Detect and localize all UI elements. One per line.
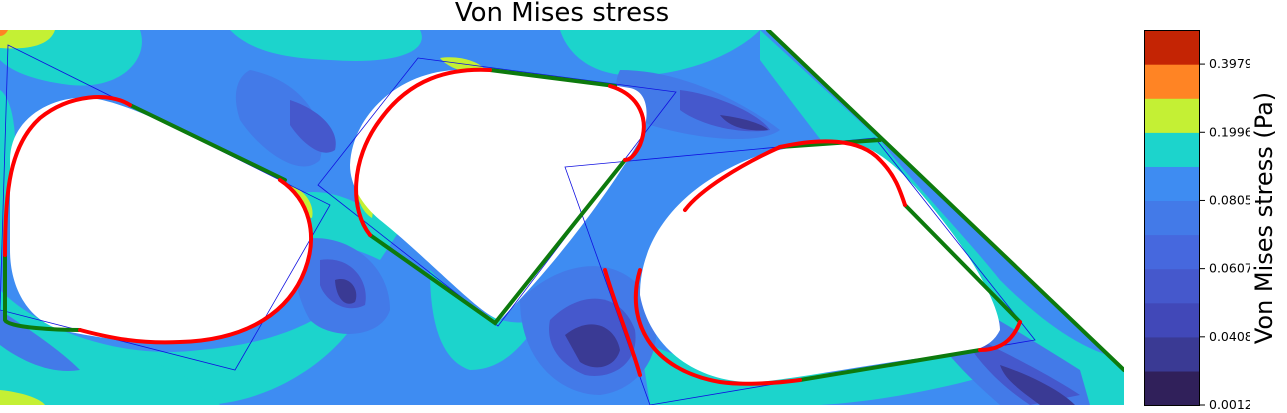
colorbar-level-2	[1144, 302, 1200, 338]
contour-region-21	[565, 324, 620, 368]
colorbar-tick-label: 0.3979	[1209, 56, 1250, 71]
fillet-edge-7	[603, 268, 642, 377]
fillet-edge-4	[778, 139, 907, 207]
colorbar-tick-label: 0.0408	[1209, 329, 1250, 344]
colorbar-level-5	[1144, 200, 1200, 236]
straight-edge-0	[128, 103, 287, 182]
fillet-edge-8	[683, 145, 782, 212]
contour-region-6	[430, 270, 540, 370]
colorbar-level-3	[1144, 268, 1200, 304]
straight-edge-1	[3, 253, 82, 332]
straight-edge-4	[778, 138, 882, 149]
colorbar-level-8	[1144, 98, 1200, 133]
colorbar-levels	[1144, 30, 1200, 406]
contour-region-5	[760, 30, 1124, 405]
holes	[10, 70, 1000, 383]
contour-region-1	[230, 30, 422, 61]
straight-edge-7	[766, 30, 1124, 372]
element-outline-1	[317, 57, 677, 327]
colorbar-tick-label: 0.0607	[1209, 261, 1250, 276]
colorbar-level-7	[1144, 132, 1200, 167]
stress-field-plot	[0, 30, 1124, 405]
straight-edge-6	[798, 348, 982, 382]
colorbar-label-box: Von Mises stress (Pa)	[1246, 30, 1282, 405]
colorbar-level-0	[1144, 370, 1200, 406]
colorbar: 0.0012 0.0408 0.0607 0.0805 0.1996 0.3979	[1144, 30, 1250, 412]
colorbar-level-4	[1144, 234, 1200, 270]
fillet-edge-1	[78, 178, 313, 345]
colorbar-label: Von Mises stress (Pa)	[1250, 91, 1278, 344]
contour-region-10	[235, 70, 322, 167]
colorbar-tick-label: 0.0805	[1209, 192, 1250, 207]
straight-edge-5	[903, 203, 1022, 324]
colorbar-frame	[1144, 30, 1200, 406]
hole-1	[350, 70, 647, 320]
colorbar-level-9	[1144, 64, 1200, 99]
contour-region-24	[1000, 365, 1075, 405]
contour-region-2	[560, 30, 760, 76]
colorbar-tick-label: 0.1996	[1209, 124, 1250, 139]
fillet-edge-5	[978, 320, 1022, 352]
colorbar-tick-label: 0.0012	[1209, 397, 1250, 412]
contour-region-28	[0, 30, 55, 49]
straight-edge-3	[368, 158, 627, 326]
fillet-edge-2	[354, 67, 492, 237]
colorbar-level-6	[1144, 166, 1200, 202]
straight-edge-2	[488, 68, 617, 88]
contour-region-29	[0, 30, 8, 36]
contour-region-9	[120, 360, 220, 405]
contour-region-7	[640, 330, 1040, 405]
hole-2	[640, 144, 1000, 383]
fillet-edge-0	[3, 95, 132, 257]
colorbar-level-10	[1144, 30, 1200, 65]
contour-region-3	[0, 290, 350, 405]
chart-title: Von Mises stress	[454, 0, 670, 28]
boundary-edges	[3, 30, 1124, 386]
hole-0	[10, 97, 310, 343]
fillet-edge-3	[608, 84, 646, 162]
fillet-edge-6	[633, 268, 802, 386]
contour-region-14	[335, 279, 357, 304]
contour-region-18	[720, 115, 768, 131]
colorbar-ticks: 0.0012 0.0408 0.0607 0.0805 0.1996 0.3979	[1200, 56, 1250, 412]
contour-region-11	[290, 100, 336, 153]
colorbar-level-1	[1144, 336, 1200, 372]
contour-region-34	[0, 390, 45, 405]
